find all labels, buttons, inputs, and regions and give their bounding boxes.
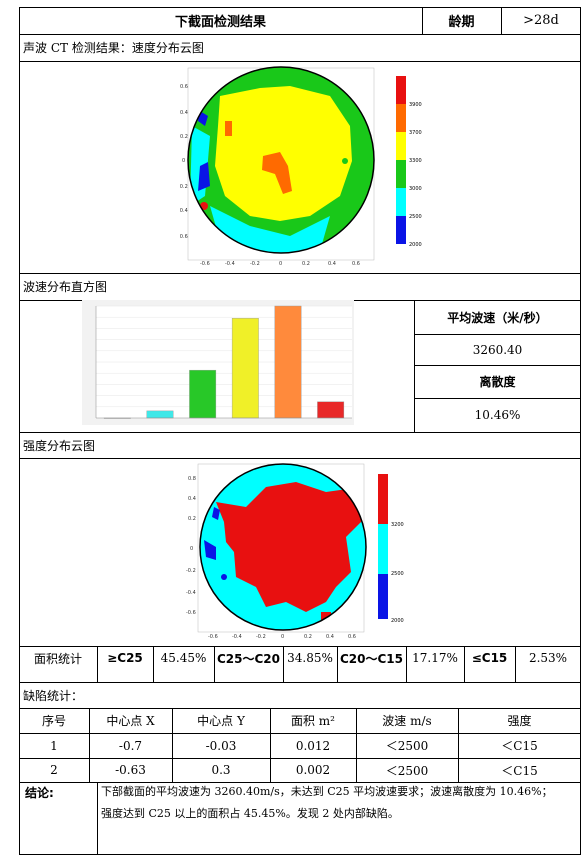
area-c1-label: ≥C25 (107, 651, 143, 665)
section-title: 下截面检测结果 (174, 15, 266, 30)
area-c1-value: 45.45% (160, 651, 207, 665)
defects-header-velocity: 波速 m/s (382, 714, 432, 728)
defect-row-1-x: -0.7 (118, 738, 143, 753)
svg-text:0.6: 0.6 (180, 84, 188, 90)
dispersion-label: 离散度 (479, 375, 516, 389)
strength-legend-2000: 2000 (391, 618, 404, 624)
avg-velocity-label: 平均波速（米/秒） (447, 310, 548, 325)
svg-text:0.6: 0.6 (348, 634, 356, 640)
strength-cloud-title: 强度分布云图 (23, 438, 96, 453)
defect-row-1-velocity: ＜2500 (385, 739, 429, 753)
svg-text:0.4: 0.4 (328, 261, 336, 266)
svg-text:-0.2: -0.2 (250, 261, 260, 266)
svg-text:0.4: 0.4 (326, 634, 334, 640)
svg-text:0: 0 (190, 546, 193, 552)
histogram-title: 波速分布直方图 (23, 280, 108, 294)
avg-velocity-value: 3260.40 (472, 342, 523, 357)
svg-text:-0.4: -0.4 (186, 590, 196, 596)
svg-text:0: 0 (281, 634, 284, 640)
defect-row-2-y: 0.3 (211, 763, 231, 777)
svg-text:-0.2: -0.2 (186, 568, 196, 574)
strength-cloud-figure: 0.8 0.4 0.2 0 -0.2 -0.4 -0.6 -0.6 -0.4 -0.2 0 0.… (186, 462, 416, 642)
velocity-legend-3700: 3700 (409, 130, 422, 136)
velocity-legend-3000: 3000 (409, 186, 422, 192)
svg-text:-0.2: -0.2 (256, 634, 266, 640)
svg-text:0: 0 (182, 158, 185, 164)
svg-text:0.2: 0.2 (180, 134, 188, 140)
area-c3-value: 17.17% (412, 651, 458, 665)
defect-row-1-strength: ＜C15 (501, 739, 538, 753)
histogram-bar (231, 318, 259, 419)
svg-text:0.4: 0.4 (188, 496, 196, 502)
svg-text:-0.6: -0.6 (208, 634, 218, 640)
svg-text:0: 0 (279, 261, 282, 266)
conclusion-line-1: 下部截面的平均波速为 3260.40m/s，未达到 C25 平均波速要求；波速离… (101, 785, 553, 798)
svg-text:-0.6: -0.6 (200, 261, 210, 266)
area-c3-label: C20～C15 (339, 651, 403, 666)
defects-header-index: 序号 (41, 714, 66, 728)
defects-header-y: 中心点 Y (197, 714, 245, 728)
svg-text:-0.4: -0.4 (225, 261, 235, 266)
svg-text:-0.6: -0.6 (186, 610, 196, 616)
histogram-bar (189, 369, 217, 419)
area-c2-value: 34.85% (287, 651, 333, 665)
defects-header-strength: 强度 (507, 714, 532, 728)
defect-row-2-velocity: ＜2500 (385, 763, 429, 778)
defect-row-1-y: -0.03 (205, 738, 237, 753)
svg-text:-0.6: -0.6 (180, 234, 188, 240)
histogram-bar (146, 410, 174, 419)
strength-legend-3200: 3200 (391, 522, 404, 528)
area-c4-label: ≤C15 (471, 651, 508, 665)
svg-text:0.2: 0.2 (188, 516, 196, 522)
histogram-bar (317, 401, 345, 419)
svg-text:-0.2: -0.2 (180, 184, 188, 190)
defect-row-1-index: 1 (50, 738, 58, 753)
strength-legend-2500: 2500 (391, 571, 404, 577)
velocity-cloud-title: 声波 CT 检测结果：速度分布云图 (23, 41, 204, 55)
svg-text:0.2: 0.2 (302, 261, 310, 266)
age-label: 龄期 (448, 15, 475, 30)
conclusion-line-2: 强度达到 C25 以上的面积占 45.45%。发现 2 处内部缺陷。 (101, 807, 399, 820)
svg-text:-0.4: -0.4 (232, 634, 242, 640)
area-c4-value: 2.53% (528, 651, 568, 665)
svg-text:-0.4: -0.4 (180, 208, 188, 214)
defects-label: 缺陷统计： (23, 688, 84, 703)
svg-text:0.2: 0.2 (304, 634, 312, 640)
velocity-legend-2500: 2500 (409, 214, 422, 220)
defects-header-area: 面积 m² (290, 714, 335, 728)
svg-text:0.6: 0.6 (352, 261, 360, 266)
histogram-bar (274, 305, 302, 419)
svg-text:0.8: 0.8 (188, 476, 196, 482)
defect-row-2-area: 0.002 (295, 763, 331, 777)
svg-text:0.4: 0.4 (180, 110, 188, 116)
histogram-chart (82, 300, 354, 425)
conclusion-label: 结论: (25, 785, 54, 800)
velocity-cloud-figure: 0.6 0.4 0.2 0 -0.2 -0.4 -0.6 -0.6 -0.4 -0.2 0 0.… (178, 66, 430, 267)
velocity-legend-2000: 2000 (409, 242, 422, 248)
defect-row-2-strength: ＜C15 (501, 763, 538, 778)
dispersion-value: 10.46% (474, 408, 521, 422)
area-c2-label: C25～C20 (216, 651, 280, 666)
area-stats-label: 面积统计 (33, 651, 82, 666)
defect-row-2-x: -0.63 (115, 763, 146, 777)
velocity-legend-3300: 3300 (409, 158, 422, 164)
velocity-legend-3900: 3900 (409, 102, 422, 108)
age-value: >28d (523, 13, 559, 28)
defect-row-1-area: 0.012 (295, 738, 331, 753)
defect-row-2-index: 2 (50, 763, 58, 777)
report-table (19, 7, 581, 855)
defects-header-x: 中心点 X (106, 714, 155, 728)
